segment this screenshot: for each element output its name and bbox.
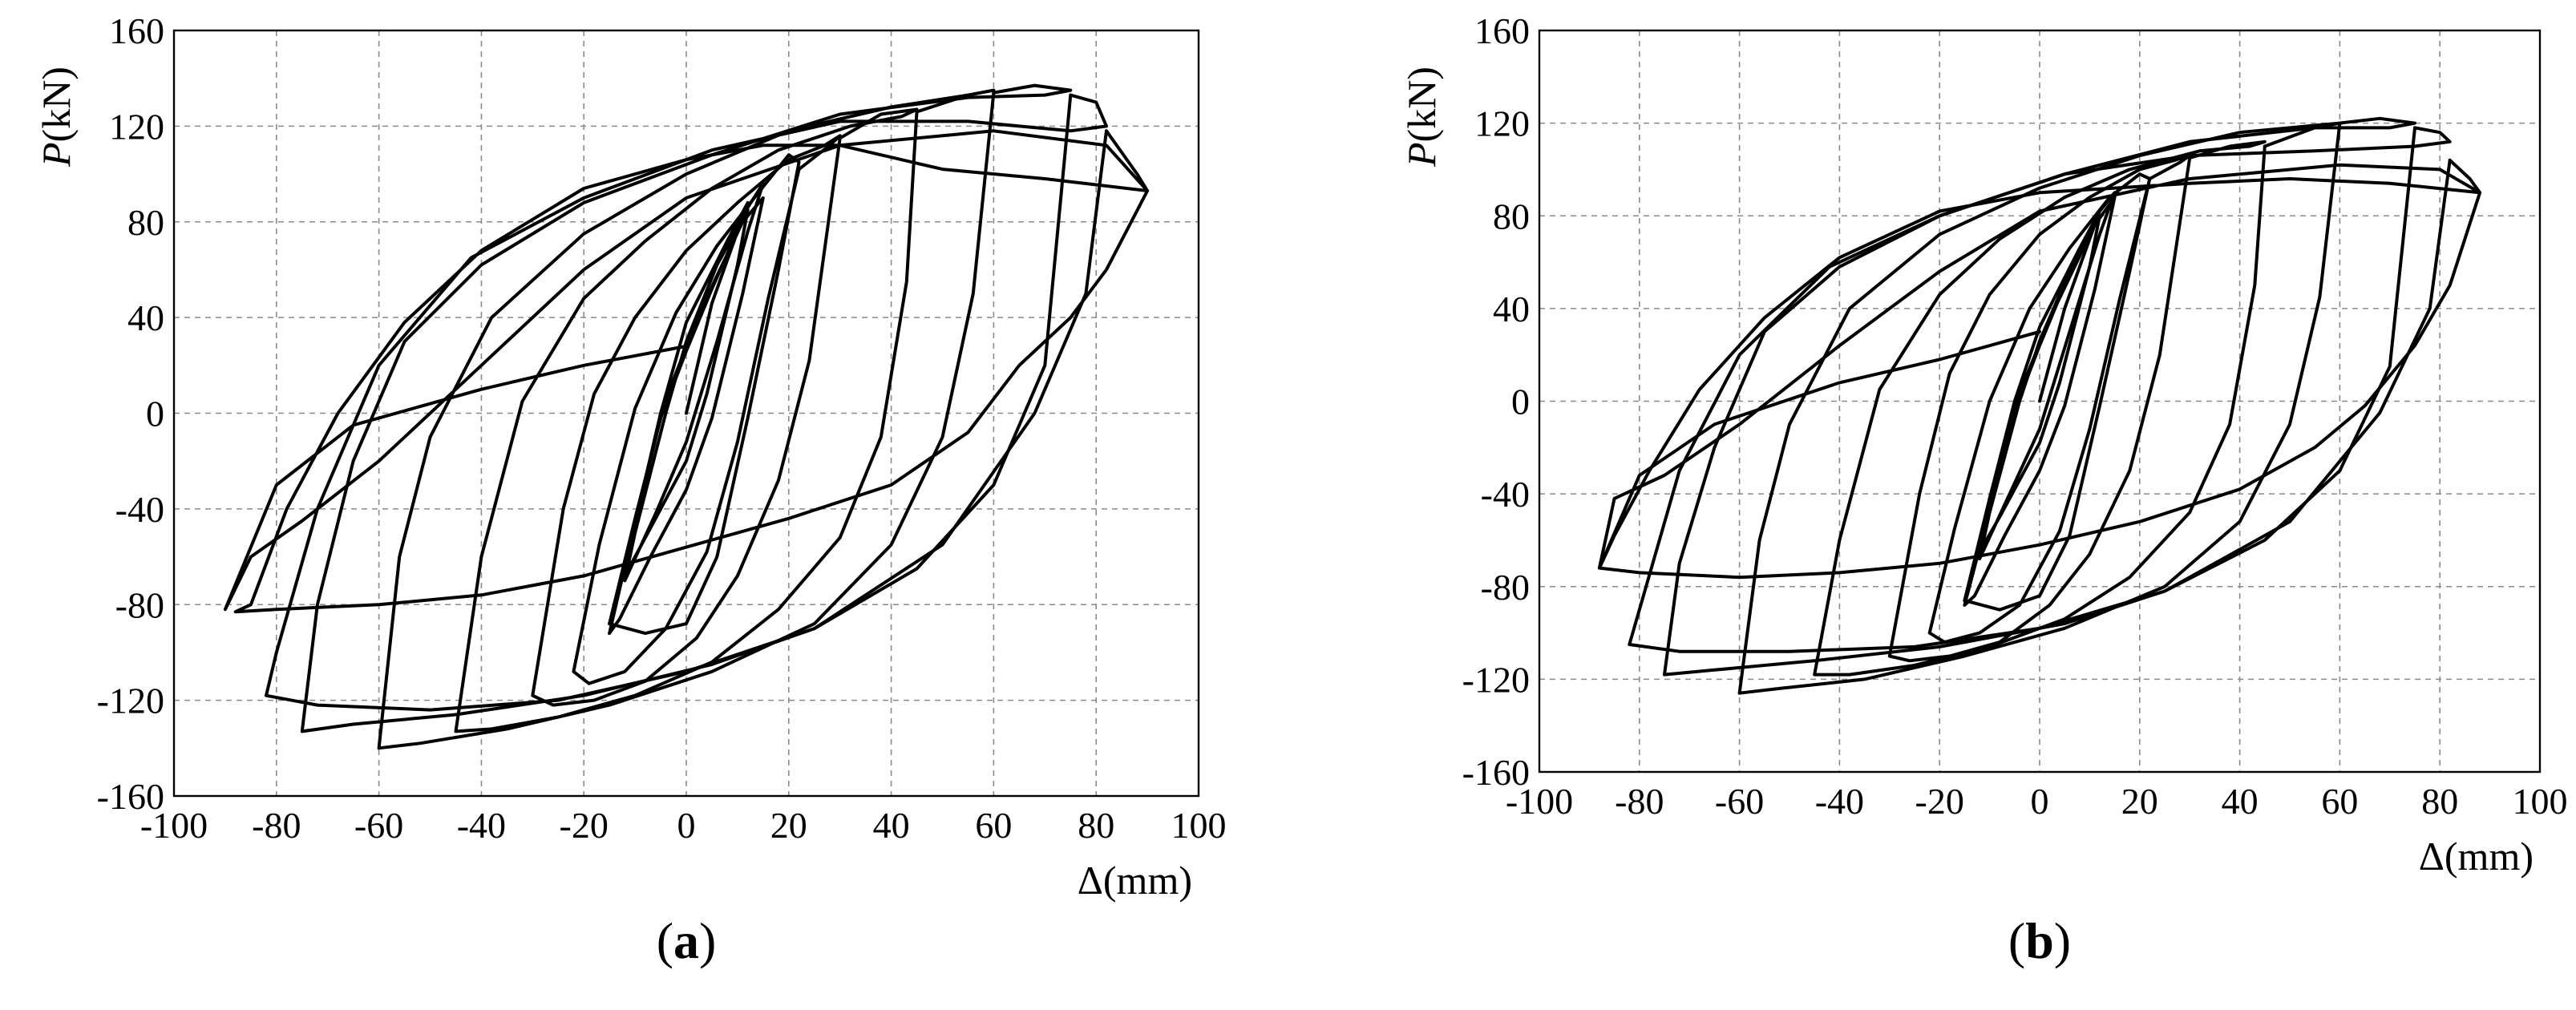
x-tick-label: -100 — [1506, 781, 1573, 822]
y-axis-label: P(kN) — [34, 67, 79, 168]
y-tick-label: 160 — [1474, 10, 1530, 51]
y-axis-unit: (kN) — [1399, 67, 1444, 142]
x-tick-label: -80 — [252, 805, 301, 846]
x-tick-label: -40 — [1815, 781, 1864, 822]
y-tick-label: -160 — [1462, 752, 1530, 793]
x-tick-label: 60 — [975, 805, 1012, 846]
y-tick-label: -120 — [97, 681, 164, 721]
hysteresis-loop — [223, 129, 1150, 614]
panel-label: (b) — [2008, 912, 2071, 969]
y-tick-label: -40 — [115, 489, 164, 530]
x-axis-label: Δ(mm) — [1078, 858, 1192, 903]
x-tick-label: -100 — [140, 805, 208, 846]
y-tick-label: 80 — [1493, 196, 1530, 236]
hysteresis-loop — [1927, 172, 2152, 644]
panel-b: -100 -80 -60 -40 -20 0 20 40 60 80 100 -160 -120 -80 -… — [1399, 10, 2568, 969]
hysteresis-loop — [1737, 121, 2342, 695]
y-tick-label: 120 — [1474, 103, 1530, 144]
y-tick-label: 160 — [109, 10, 164, 51]
x-tick-label: -60 — [354, 805, 403, 846]
y-tick-label: -80 — [1481, 567, 1530, 608]
x-tick-label: -80 — [1615, 781, 1664, 822]
y-tick-label: 40 — [1493, 289, 1530, 329]
hysteresis-loop — [572, 153, 801, 685]
x-tick-label: -60 — [1715, 781, 1764, 822]
panel-label: (a) — [657, 912, 717, 969]
y-axis-unit: (kN) — [34, 67, 79, 142]
y-axis-variable: P — [34, 142, 79, 168]
x-tick-label: 20 — [2121, 781, 2158, 822]
hysteresis-loop — [300, 83, 1073, 733]
x-tick-label: 100 — [2513, 781, 2568, 822]
x-tick-label: -40 — [457, 805, 506, 846]
y-tick-label: 0 — [146, 394, 164, 434]
y-tick-label: -120 — [1462, 659, 1530, 700]
hysteresis-loop — [1813, 139, 2267, 677]
x-tick-label: 0 — [2031, 781, 2049, 822]
x-tick-label: -20 — [1915, 781, 1964, 822]
y-tick-label: -80 — [115, 584, 164, 625]
x-tick-label: 40 — [873, 805, 910, 846]
y-tick-label: -40 — [1481, 474, 1530, 515]
y-tick-label: 120 — [109, 106, 164, 147]
y-tick-label: 80 — [127, 202, 164, 243]
x-tick-label: 20 — [770, 805, 807, 846]
y-axis-label: P(kN) — [1399, 67, 1444, 168]
y-tick-label: -160 — [97, 776, 164, 817]
plot-frame — [1538, 29, 2542, 774]
y-tick-label: 40 — [127, 297, 164, 338]
hysteresis-loop — [1663, 116, 2416, 677]
x-tick-label: 80 — [1078, 805, 1114, 846]
x-tick-label: 60 — [2321, 781, 2358, 822]
panel-a: -100 -80 -60 -40 -20 0 20 40 60 80 100 -160 -120 -80 -… — [34, 10, 1227, 969]
x-tick-label: 0 — [677, 805, 696, 846]
hysteresis-loop — [265, 93, 1108, 712]
x-axis-label: Δ(mm) — [2419, 834, 2534, 879]
plot-frame — [172, 29, 1200, 798]
hysteresis-loop — [1628, 126, 2452, 653]
x-tick-label: 40 — [2222, 781, 2259, 822]
hysteresis-loop — [1887, 154, 2192, 663]
hysteresis-loop — [1597, 158, 2482, 580]
x-tick-label: 80 — [2421, 781, 2458, 822]
y-axis-variable: P — [1399, 142, 1444, 168]
x-tick-label: 100 — [1171, 805, 1227, 846]
y-tick-label: 0 — [1511, 382, 1530, 422]
hysteresis-loop — [377, 88, 996, 750]
x-tick-label: -20 — [560, 805, 609, 846]
